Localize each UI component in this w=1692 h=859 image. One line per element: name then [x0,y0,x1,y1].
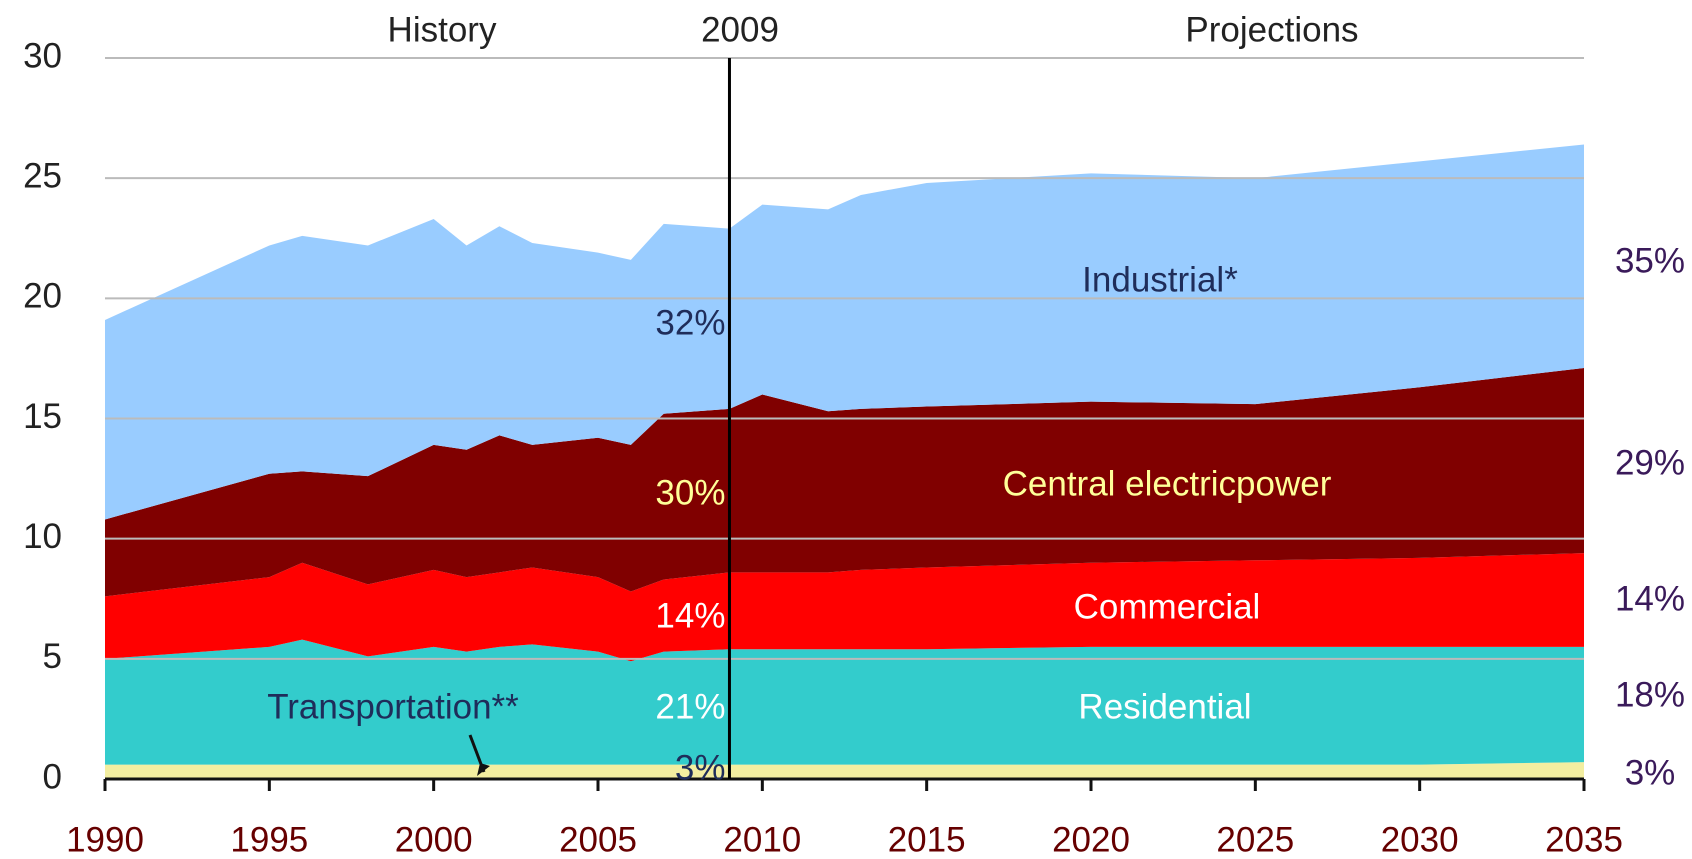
area [105,144,1584,520]
area [105,762,1584,779]
share-2035: 35% [1615,241,1685,280]
transport-arrowhead [477,763,490,776]
x-tick-label: 1995 [230,820,308,859]
x-tick-label: 1990 [66,820,144,859]
share-2009: 3% [675,748,726,787]
share-2035: 3% [1625,753,1676,792]
area [105,639,1584,765]
projections-label: Projections [1185,10,1358,49]
series-label: Industrial* [1082,260,1238,299]
share-2009: 14% [655,596,725,635]
y-tick-label: 25 [23,156,62,195]
divider-label: 2009 [701,10,779,49]
x-tick-label: 2025 [1216,820,1294,859]
series-label: Commercial [1074,587,1261,626]
share-2035: 14% [1615,579,1685,618]
x-tick-label: 2030 [1381,820,1459,859]
share-2009: 21% [655,687,725,726]
share-2035: 29% [1615,443,1685,482]
x-tick-label: 2010 [723,820,801,859]
series-label: Central electricpower [1003,464,1332,503]
y-tick-label: 10 [23,517,62,556]
share-2009: 32% [655,303,725,342]
x-tick-label: 2000 [395,820,473,859]
areas [105,144,1584,779]
x-tick-label: 2035 [1545,820,1623,859]
x-tick-label: 2020 [1052,820,1130,859]
x-tick-label: 2015 [888,820,966,859]
x-tick-label: 2005 [559,820,637,859]
history-label: History [388,10,497,49]
area [105,553,1584,662]
y-tick-label: 5 [43,637,62,676]
y-tick-label: 15 [23,397,62,436]
y-tick-label: 0 [43,757,62,796]
series-label: Residential [1078,687,1251,726]
series-label: Transportation** [267,687,519,726]
share-2035: 18% [1615,675,1685,714]
share-2009: 30% [655,473,725,512]
y-tick-label: 30 [23,36,62,75]
y-tick-label: 20 [23,277,62,316]
